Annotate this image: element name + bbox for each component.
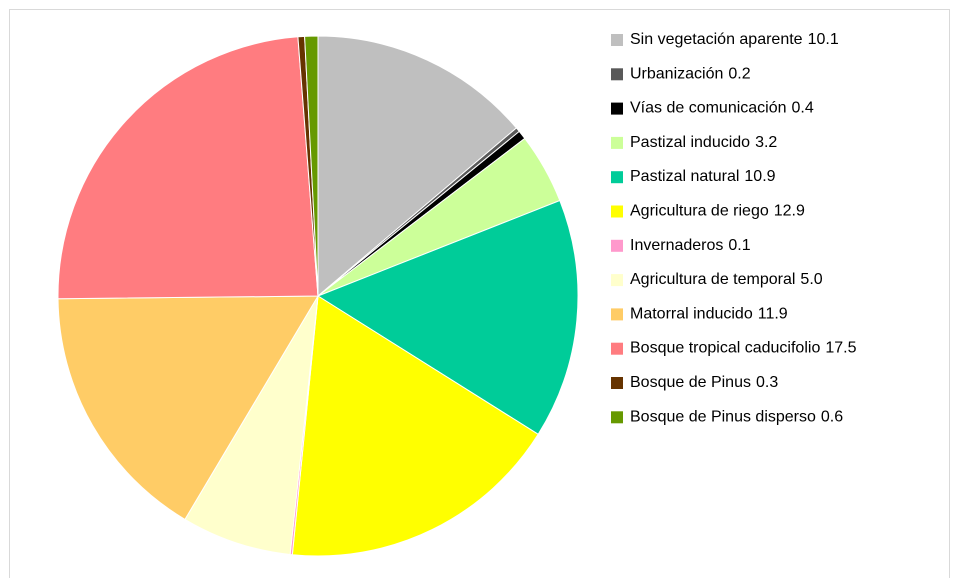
- legend-label: Bosque de Pinus 0.3: [630, 374, 778, 391]
- legend-swatch: [611, 308, 623, 321]
- legend-value: 0.2: [728, 66, 750, 83]
- legend-value: 0.6: [821, 409, 843, 426]
- legend-label: Pastizal inducido 3.2: [630, 134, 777, 151]
- legend-value: 11.9: [758, 306, 788, 323]
- legend-category: Urbanización: [630, 66, 723, 83]
- pie-slice: [291, 295, 539, 557]
- legend-value: 10.9: [744, 168, 775, 185]
- legend-category: Bosque de Pinus: [630, 374, 751, 391]
- legend-category: Agricultura de temporal: [630, 271, 795, 288]
- legend-swatch: [611, 171, 623, 184]
- legend-label: Vías de comunicación 0.4: [630, 100, 814, 117]
- legend-value: 12.9: [774, 203, 805, 220]
- legend-category: Matorral inducido: [630, 306, 753, 323]
- legend-swatch: [611, 274, 623, 287]
- legend-category: Pastizal natural: [630, 168, 739, 185]
- legend-value: 17.5: [825, 340, 856, 357]
- legend-label: Sin vegetación aparente 10.1: [630, 31, 839, 48]
- legend-value: 0.4: [792, 100, 814, 117]
- legend-swatch: [611, 377, 623, 389]
- legend-category: Bosque tropical caducifolio: [630, 340, 820, 357]
- legend-value: 10.1: [808, 31, 839, 48]
- legend-value: 0.3: [756, 374, 778, 391]
- legend-label: Urbanización 0.2: [630, 66, 751, 83]
- legend-value: 0.1: [728, 237, 750, 254]
- legend-swatch: [611, 342, 623, 355]
- legend-swatch: [611, 239, 623, 252]
- legend-category: Vías de comunicación: [630, 100, 787, 117]
- legend-swatch: [611, 411, 623, 424]
- legend-value: 3.2: [755, 134, 777, 151]
- legend-label: Matorral inducido 11.9: [630, 306, 788, 323]
- legend-swatch: [611, 136, 623, 149]
- legend-category: Invernaderos: [630, 237, 723, 254]
- legend-swatch: [611, 102, 623, 115]
- legend-swatch: [611, 68, 623, 81]
- legend-label: Agricultura de temporal 5.0: [630, 271, 823, 288]
- pie-slice: [184, 295, 319, 556]
- legend-label: Bosque de Pinus disperso 0.6: [630, 409, 843, 426]
- legend-label: Agricultura de riego 12.9: [630, 203, 805, 220]
- legend-value: 5.0: [800, 271, 822, 288]
- pie-slice: [57, 295, 319, 521]
- pie-slice: [304, 35, 319, 297]
- legend-label: Bosque tropical caducifolio 17.5: [630, 340, 857, 357]
- legend-category: Pastizal inducido: [630, 134, 750, 151]
- legend-category: Sin vegetación aparente: [630, 31, 803, 48]
- legend-swatch: [611, 205, 623, 218]
- pie-slice: [316, 199, 579, 435]
- pie-slice: [57, 36, 319, 300]
- legend-label: Invernaderos 0.1: [630, 237, 751, 254]
- legend-label: Pastizal natural 10.9: [630, 168, 776, 185]
- legend-swatch: [611, 34, 623, 46]
- legend-category: Agricultura de riego: [630, 203, 769, 220]
- legend-category: Bosque de Pinus disperso: [630, 409, 816, 426]
- pie-slice: [317, 35, 518, 298]
